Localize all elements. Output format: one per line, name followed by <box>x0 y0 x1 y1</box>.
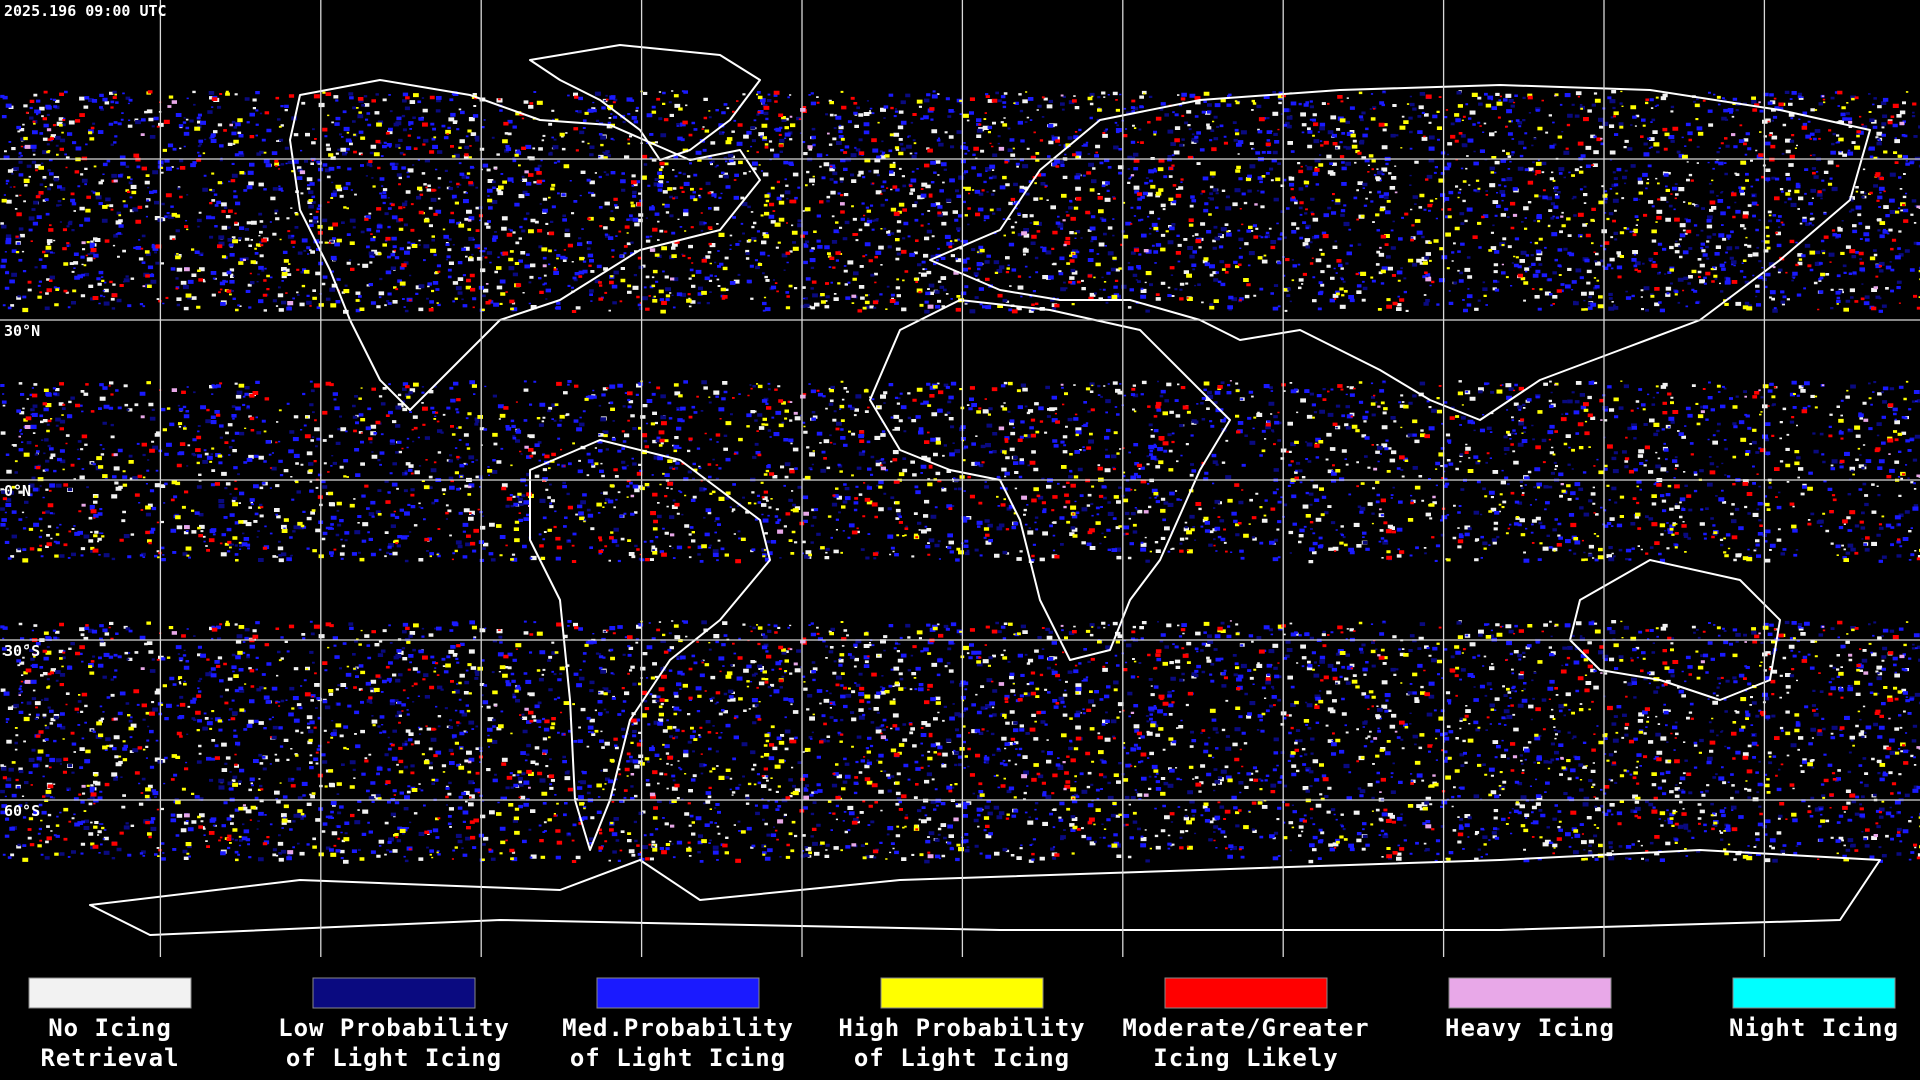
latitude-label: 30°S <box>4 642 40 660</box>
coastline <box>289 79 761 411</box>
latitude-label: 30°N <box>4 322 40 340</box>
legend-swatch <box>312 977 476 1009</box>
legend-label: Moderate/Greater <box>1122 1014 1369 1042</box>
legend-label: of Light Icing <box>286 1044 502 1072</box>
coastline <box>869 299 1231 661</box>
coastline <box>529 44 761 161</box>
legend-swatch <box>880 977 1044 1009</box>
legend-swatch <box>28 977 192 1009</box>
legend-label: Night Icing <box>1729 1014 1899 1042</box>
legend-label: High Probability <box>838 1014 1085 1042</box>
coastline <box>1569 559 1781 701</box>
coastline <box>89 849 1881 936</box>
legend-label: of Light Icing <box>570 1044 786 1072</box>
legend-label: of Light Icing <box>854 1044 1070 1072</box>
legend-label: No Icing <box>48 1014 172 1042</box>
legend-label: Med.Probability <box>562 1014 794 1042</box>
latitude-label: 60°S <box>4 802 40 820</box>
timestamp: 2025.196 09:00 UTC <box>4 2 167 20</box>
latitude-label: 0°N <box>4 482 31 500</box>
legend-swatch <box>1732 977 1896 1009</box>
legend-label: Icing Likely <box>1153 1044 1338 1072</box>
legend-label: Heavy Icing <box>1445 1014 1615 1042</box>
legend-label: Low Probability <box>278 1014 510 1042</box>
legend-swatch <box>1448 977 1612 1009</box>
graticule <box>0 0 1920 957</box>
legend-swatch <box>1164 977 1328 1009</box>
legend-swatch <box>596 977 760 1009</box>
legend-label: Retrieval <box>40 1044 179 1072</box>
